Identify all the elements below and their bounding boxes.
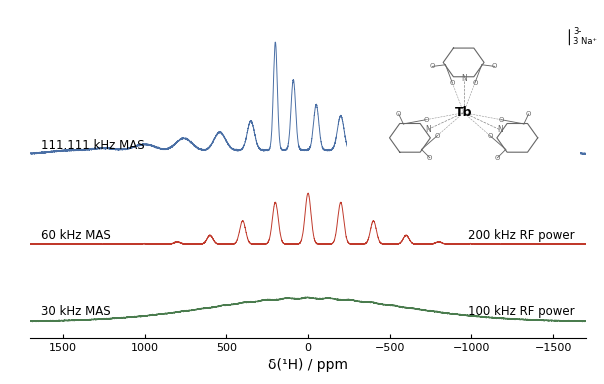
Text: 30 kHz MAS: 30 kHz MAS [41,305,111,318]
Text: 60 kHz MAS: 60 kHz MAS [41,229,111,242]
Text: 111.111 kHz MAS: 111.111 kHz MAS [41,139,145,152]
Text: 435 kHz RF power: 435 kHz RF power [468,139,575,152]
Text: 200 kHz RF power: 200 kHz RF power [468,229,575,242]
Text: 100 kHz RF power: 100 kHz RF power [468,305,575,318]
X-axis label: δ(¹H) / ppm: δ(¹H) / ppm [268,358,348,372]
